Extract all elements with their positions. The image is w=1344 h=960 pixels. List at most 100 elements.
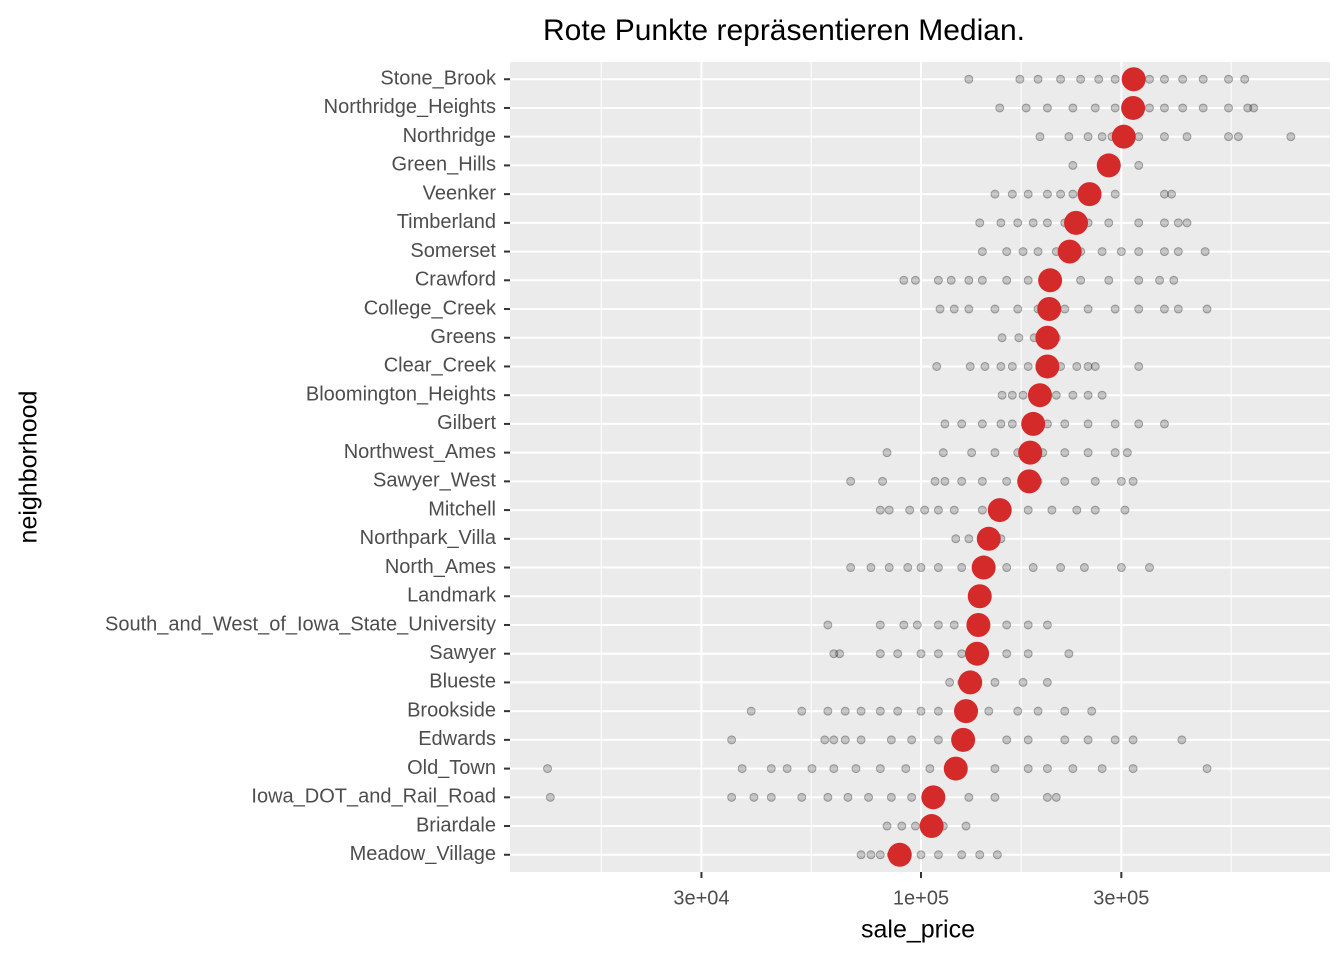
point: [1076, 275, 1086, 285]
point: [1083, 419, 1093, 429]
point: [1128, 735, 1138, 745]
y-tick-label: Crawford: [415, 269, 496, 291]
point: [1042, 677, 1052, 687]
point: [1002, 620, 1012, 630]
point: [996, 419, 1006, 429]
median-point: [919, 814, 944, 839]
point: [961, 821, 971, 831]
point: [995, 103, 1005, 113]
point: [1198, 74, 1208, 84]
point: [1068, 189, 1078, 199]
y-tick-label: Stone_Brook: [380, 68, 497, 90]
median-point: [1021, 411, 1046, 436]
point: [1002, 247, 1012, 257]
point: [1159, 419, 1169, 429]
point: [1155, 275, 1165, 285]
point: [1104, 275, 1114, 285]
median-point: [1027, 383, 1052, 408]
point: [957, 419, 967, 429]
point: [945, 677, 955, 687]
median-point: [951, 727, 976, 752]
point: [1028, 563, 1038, 573]
point: [933, 563, 943, 573]
point: [1023, 361, 1033, 371]
point: [1159, 103, 1169, 113]
point: [940, 476, 950, 486]
median-point: [987, 498, 1012, 523]
point: [1002, 476, 1012, 486]
point: [996, 361, 1006, 371]
point: [916, 649, 926, 659]
point: [1033, 247, 1043, 257]
point: [907, 792, 917, 802]
y-tick-label: Brookside: [407, 699, 496, 721]
point: [851, 764, 861, 774]
point: [1134, 304, 1144, 314]
point: [1134, 132, 1144, 142]
median-point: [1064, 210, 1089, 235]
median-point: [965, 641, 990, 666]
y-tick-label: Mitchell: [428, 498, 496, 520]
point: [1047, 505, 1057, 515]
point: [746, 706, 756, 716]
median-point: [954, 699, 979, 724]
y-tick-label: Iowa_DOT_and_Rail_Road: [251, 786, 496, 808]
point: [965, 361, 975, 371]
point: [916, 563, 926, 573]
point: [1177, 735, 1187, 745]
point: [990, 304, 1000, 314]
point: [1079, 563, 1089, 573]
point: [829, 764, 839, 774]
point: [1056, 189, 1066, 199]
y-tick-label: Veenker: [423, 182, 497, 204]
point: [878, 476, 888, 486]
point: [1120, 505, 1130, 515]
point: [933, 649, 943, 659]
point: [977, 275, 987, 285]
median-point: [1017, 469, 1042, 494]
point: [840, 735, 850, 745]
point: [899, 275, 909, 285]
point: [951, 534, 961, 544]
point: [933, 850, 943, 860]
point: [1173, 218, 1183, 228]
point: [1173, 304, 1183, 314]
y-tick-label: Northpark_Villa: [360, 527, 497, 549]
point: [1068, 103, 1078, 113]
point: [1090, 476, 1100, 486]
point: [1083, 390, 1093, 400]
median-point: [976, 526, 1001, 551]
point: [1128, 764, 1138, 774]
point: [933, 505, 943, 515]
point: [749, 792, 759, 802]
point: [1056, 563, 1066, 573]
point: [1110, 735, 1120, 745]
point: [990, 792, 1000, 802]
point: [766, 792, 776, 802]
y-tick-label: Greens: [430, 326, 496, 348]
point: [977, 419, 987, 429]
median-point: [887, 842, 912, 867]
chart-title: Rote Punkte repräsentieren Median.: [543, 14, 1025, 47]
point: [920, 505, 930, 515]
point: [1060, 448, 1070, 458]
point: [797, 792, 807, 802]
point: [1083, 361, 1093, 371]
point: [886, 792, 896, 802]
point: [866, 563, 876, 573]
point: [949, 620, 959, 630]
y-tick-label: Meadow_Village: [350, 843, 496, 865]
point: [1013, 706, 1023, 716]
point: [1159, 247, 1169, 257]
point: [1090, 361, 1100, 371]
point: [897, 821, 907, 831]
point: [1083, 735, 1093, 745]
point: [946, 275, 956, 285]
median-point: [1018, 440, 1043, 465]
y-tick-label: Bloomington_Heights: [306, 383, 496, 405]
y-tick-label: Somerset: [410, 240, 496, 262]
point: [1002, 563, 1012, 573]
point: [1068, 390, 1078, 400]
point: [990, 677, 1000, 687]
